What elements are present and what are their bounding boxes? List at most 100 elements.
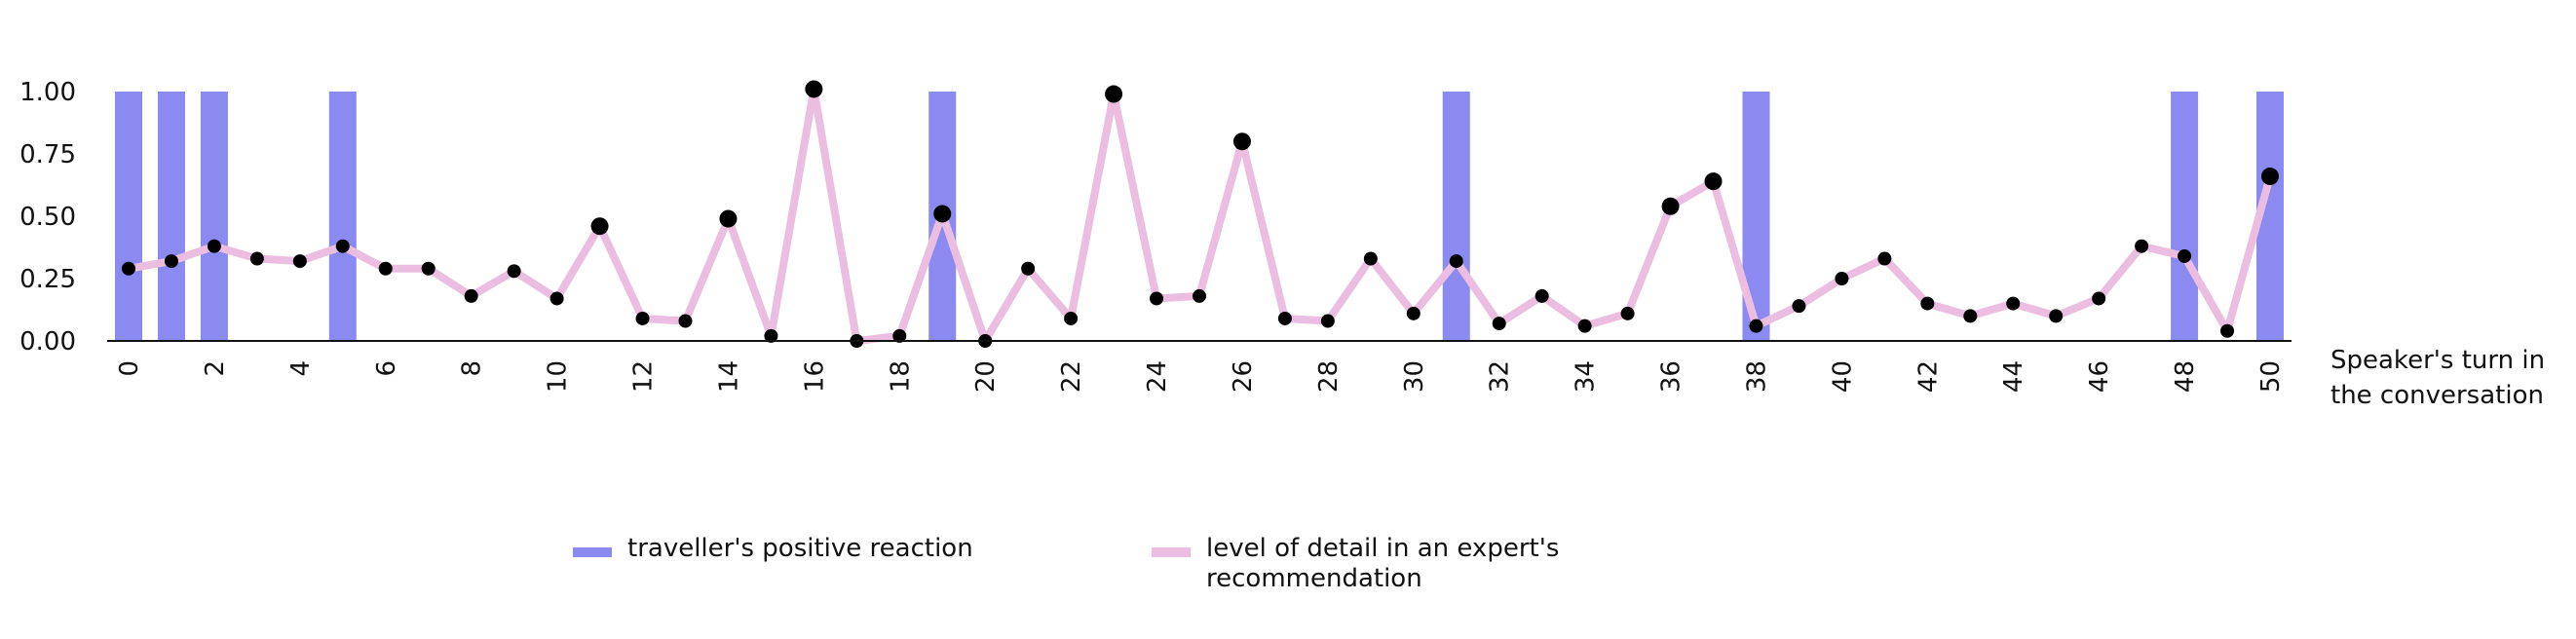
detail-point: [1920, 296, 1935, 311]
detail-point: [549, 291, 564, 306]
x-axis-ticks: 0 2 4 6 8 10 12 14 16 18 20 22 24 26 28 30 32 34 36 38 40 42 4…: [115, 360, 2286, 393]
detail-point: [507, 264, 521, 279]
legend-swatch-line: [1152, 547, 1191, 557]
legend-label-line: level of detail in an expert's recommend…: [1206, 534, 1560, 593]
x-tick-label: 50: [2256, 360, 2286, 393]
detail-point: [1620, 306, 1635, 320]
detail-point: [421, 261, 436, 276]
x-tick-label: 20: [971, 360, 1001, 393]
detail-point: [378, 261, 393, 276]
x-tick-label: 2: [201, 360, 230, 377]
line-layer: [125, 85, 2274, 345]
x-tick-label: 22: [1057, 360, 1086, 393]
detail-point: [1150, 291, 1164, 306]
bar-positive-reaction: [328, 92, 357, 341]
x-tick-label: 48: [2171, 360, 2200, 393]
detail-point: [1835, 272, 1849, 285]
y-tick-label: 0.00: [19, 327, 76, 357]
detail-point: [590, 217, 609, 236]
bar-positive-reaction: [115, 92, 142, 341]
detail-point: [719, 209, 738, 228]
x-tick-label: 26: [1229, 360, 1258, 393]
legend-swatch-bar: [573, 547, 612, 557]
detail-point: [678, 314, 693, 328]
detail-point: [2006, 296, 2021, 311]
y-tick-label: 0.25: [19, 265, 76, 294]
detail-point: [1406, 306, 1421, 320]
detail-point: [1021, 261, 1036, 276]
legend-item-line: level of detail in an expert's recommend…: [1152, 534, 1635, 594]
x-tick-label: 42: [1913, 360, 1943, 393]
detail-point: [1749, 319, 1763, 333]
x-tick-label: 28: [1314, 360, 1344, 393]
x-tick-label: 12: [629, 360, 659, 393]
detail-point: [1704, 172, 1723, 191]
x-tick-label: 46: [2085, 360, 2114, 393]
detail-point: [335, 239, 350, 253]
x-tick-label: 34: [1572, 360, 1601, 393]
x-axis-title-line2: the conversation: [2330, 381, 2544, 410]
x-tick-label: 10: [544, 360, 573, 393]
detail-point: [1492, 317, 1506, 331]
detail-point: [933, 205, 952, 223]
detail-point: [464, 288, 478, 303]
bar-positive-reaction: [200, 92, 228, 341]
x-tick-label: 32: [1486, 360, 1515, 393]
chart-plot: 0.000.250.500.751.00 0 2 4 6 8 10 12 14 16 18 20 22…: [19, 78, 2545, 410]
detail-point: [164, 254, 178, 269]
y-tick-label: 0.50: [19, 203, 76, 232]
detail-line: [125, 85, 2274, 345]
legend-label-bar: traveller's positive reaction: [627, 534, 973, 563]
detail-point: [1064, 311, 1079, 325]
detail-point: [1792, 299, 1806, 314]
x-tick-label: 4: [286, 360, 316, 377]
detail-point: [1449, 254, 1463, 269]
detail-point: [207, 239, 221, 253]
x-tick-label: 6: [372, 360, 401, 377]
detail-point: [1534, 288, 1549, 303]
detail-point: [2135, 239, 2149, 253]
bar-positive-reaction: [1442, 92, 1470, 341]
detail-point: [292, 254, 307, 269]
x-tick-label: 40: [1828, 360, 1857, 393]
x-tick-label: 44: [1999, 360, 2028, 393]
detail-point: [1105, 85, 1123, 103]
detail-point: [249, 251, 264, 266]
x-axis-title-line1: Speaker's turn in: [2330, 346, 2545, 375]
y-tick-label: 1.00: [19, 78, 76, 107]
detail-point: [1232, 132, 1251, 151]
y-axis-ticks: 0.00 0.25 0.50 0.75 1.00: [19, 78, 76, 357]
detail-point: [1577, 319, 1592, 333]
bars-layer: [115, 92, 2284, 341]
detail-point: [1277, 311, 1292, 325]
detail-point: [1363, 251, 1378, 266]
detail-point: [805, 80, 823, 98]
detail-point: [1320, 314, 1335, 328]
detail-point: [2092, 291, 2106, 306]
x-tick-label: 36: [1657, 360, 1686, 393]
x-tick-label: 8: [458, 360, 487, 377]
detail-point: [1877, 251, 1892, 266]
legend: traveller's positive reaction: [573, 534, 1076, 564]
bar-positive-reaction: [157, 92, 185, 341]
detail-point: [635, 311, 650, 325]
y-tick-label: 0.75: [19, 140, 76, 169]
detail-point: [764, 328, 778, 343]
detail-point: [1963, 309, 1978, 323]
detail-point: [892, 328, 907, 343]
bar-positive-reaction: [2171, 92, 2199, 341]
x-tick-label: 16: [800, 360, 829, 393]
detail-point: [2220, 323, 2235, 338]
x-tick-label: 38: [1742, 360, 1771, 393]
detail-point: [1193, 288, 1206, 303]
legend-item-bar: traveller's positive reaction: [573, 534, 1076, 564]
detail-point: [1661, 197, 1680, 215]
points-layer: [122, 80, 2279, 348]
x-tick-label: 24: [1143, 360, 1172, 393]
detail-point: [2261, 168, 2279, 186]
detail-point: [2178, 248, 2192, 263]
x-tick-label: 18: [886, 360, 915, 393]
detail-point: [122, 261, 135, 276]
x-tick-label: 0: [115, 360, 144, 377]
legend-line: level of detail in an expert's recommend…: [1152, 534, 1635, 594]
